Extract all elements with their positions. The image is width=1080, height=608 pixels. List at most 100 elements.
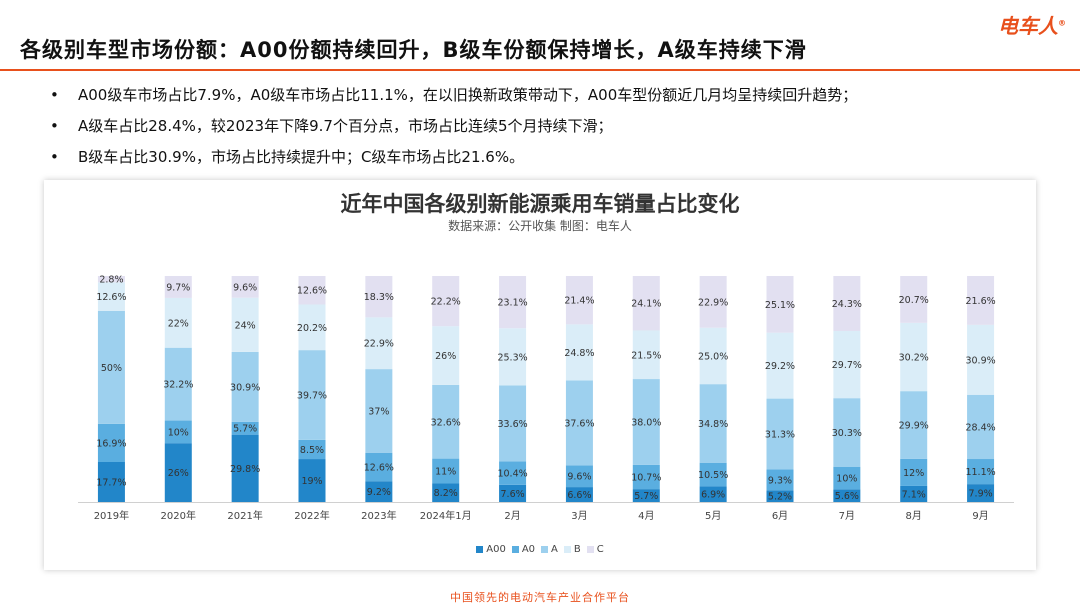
bar-segment-a-3 [298,350,326,440]
data-label-c-12: 20.7% [899,295,929,306]
data-label-c-6: 23.1% [497,298,527,309]
data-label-a0-3: 8.5% [300,445,324,456]
data-label-a0-11: 10% [836,474,857,485]
data-label-a-7: 37.6% [564,418,594,429]
legend-item-a: A [541,544,558,555]
x-tick-label: 3月 [571,510,587,522]
data-label-a0-4: 12.6% [364,462,394,473]
chart-title: 近年中国各级别新能源乘用车销量占比变化 [340,192,740,216]
bar-segment-a-6 [499,385,527,462]
x-tick-label: 2021年 [227,509,262,522]
data-label-b-9: 25.0% [698,351,728,362]
bar-segment-a0-13 [967,459,995,485]
legend-swatch [511,545,519,553]
data-label-b-4: 22.9% [364,339,394,350]
bar-segment-c-13 [967,276,995,325]
data-label-a-5: 32.6% [431,417,461,428]
chart-legend: A00 A0 A B C [44,544,1036,555]
bar-segment-b-9 [699,327,727,385]
bar-segment-a00-2 [231,434,259,502]
data-label-a-13: 28.4% [965,422,995,433]
bar-segment-c-5 [432,276,460,327]
data-label-a0-5: 11% [435,467,456,478]
bar-segment-c-6 [499,276,527,329]
data-label-c-9: 22.9% [698,297,728,308]
data-label-a0-1: 10% [168,427,189,438]
data-label-a00-6: 7.6% [501,489,525,500]
data-label-a0-0: 16.9% [96,438,126,449]
bar-segment-c-4 [365,276,393,318]
data-label-a-3: 39.7% [297,390,327,401]
data-label-a0-9: 10.5% [698,470,728,481]
bar-segment-c-1 [164,276,192,298]
bar-segment-a0-0 [97,423,125,462]
legend-swatch [586,545,594,553]
bullet-item: • A级车占比28.4%，较2023年下降9.7个百分点，市场占比连续5个月持续下… [50,111,857,142]
data-label-b-0: 12.6% [96,292,126,303]
x-tick-label: 7月 [839,510,855,522]
data-label-a00-13: 7.9% [969,489,993,500]
data-label-a0-2: 5.7% [233,424,257,435]
page-title: 各级别车型市场份额：A00份额持续回升，B级车份额保持增长，A级车持续下滑 [20,38,807,62]
bullet-text: A00级车市场占比7.9%，A0级车市场占比11.1%，在以旧换新政策带动下，A… [78,86,858,104]
bar-segment-a-11 [833,398,861,467]
bar-segment-a00-4 [365,481,393,502]
bar-segment-a-9 [699,384,727,463]
bullet-dot: • [50,148,59,166]
bar-segment-a0-6 [499,461,527,485]
bar-segment-a00-12 [900,485,928,502]
bar-segment-c-12 [900,276,928,323]
data-label-c-1: 9.7% [166,282,190,293]
data-label-a0-6: 10.4% [497,469,527,480]
chart-subtitle: 数据来源：公开收集 制图：电车人 [448,219,632,233]
data-label-a00-0: 17.7% [96,477,126,488]
data-label-a-9: 34.8% [698,419,728,430]
legend-item-a0: A0 [511,544,535,555]
data-label-a00-10: 5.2% [768,492,792,503]
data-label-c-4: 18.3% [364,292,394,303]
bar-segment-a0-10 [766,469,794,491]
data-label-c-8: 24.1% [631,299,661,310]
bar-segment-a0-5 [432,458,460,484]
bar-segment-b-12 [900,322,928,392]
title-divider [0,69,1080,71]
legend-item-b: B [563,544,581,555]
data-label-a-2: 30.9% [230,382,260,393]
data-label-a-0: 50% [101,363,122,374]
data-label-a00-7: 6.6% [567,490,591,501]
data-label-b-7: 24.8% [564,348,594,359]
data-label-a00-8: 5.7% [634,491,658,502]
bullet-text: B级车占比30.9%，市场占比持续提升中；C级车市场占比21.6%。 [78,148,525,166]
bar-segment-b-5 [432,326,460,385]
footer-tagline: 中国领先的电动汽车产业合作平台 [450,591,630,604]
bar-segment-a-7 [565,380,593,466]
legend-swatch [563,545,571,553]
bar-segment-a0-7 [565,465,593,488]
x-tick-label: 2024年1月 [420,509,472,522]
bar-segment-a-8 [632,379,660,465]
bar-segment-a-1 [164,347,192,421]
x-tick-label: 8月 [906,510,922,522]
data-label-b-10: 29.2% [765,361,795,372]
data-label-b-13: 30.9% [965,355,995,366]
bar-segment-a00-9 [699,486,727,502]
data-label-a0-12: 12% [903,468,924,479]
bar-segment-a-12 [900,391,928,459]
x-tick-label: 2020年 [161,509,196,522]
data-label-b-5: 26% [435,351,456,362]
brand-logo: 电车人® [998,10,1066,39]
data-label-c-11: 24.3% [832,299,862,310]
bullet-item: • A00级车市场占比7.9%，A0级车市场占比11.1%，在以旧换新政策带动下，… [50,80,857,111]
data-label-c-10: 25.1% [765,300,795,311]
data-label-a00-3: 19% [301,476,322,487]
data-label-a0-7: 9.6% [567,472,591,483]
data-label-c-2: 9.6% [233,282,257,293]
bar-segment-c-10 [766,276,794,333]
bar-segment-b-7 [565,324,593,381]
bar-segment-b-6 [499,328,527,386]
legend-label: C [596,544,604,555]
bullet-item: • B级车占比30.9%，市场占比持续提升中；C级车市场占比21.6%。 [50,142,857,173]
bar-segment-b-0 [97,282,125,311]
bar-segment-a00-3 [298,459,326,502]
data-label-b-2: 24% [235,320,256,331]
